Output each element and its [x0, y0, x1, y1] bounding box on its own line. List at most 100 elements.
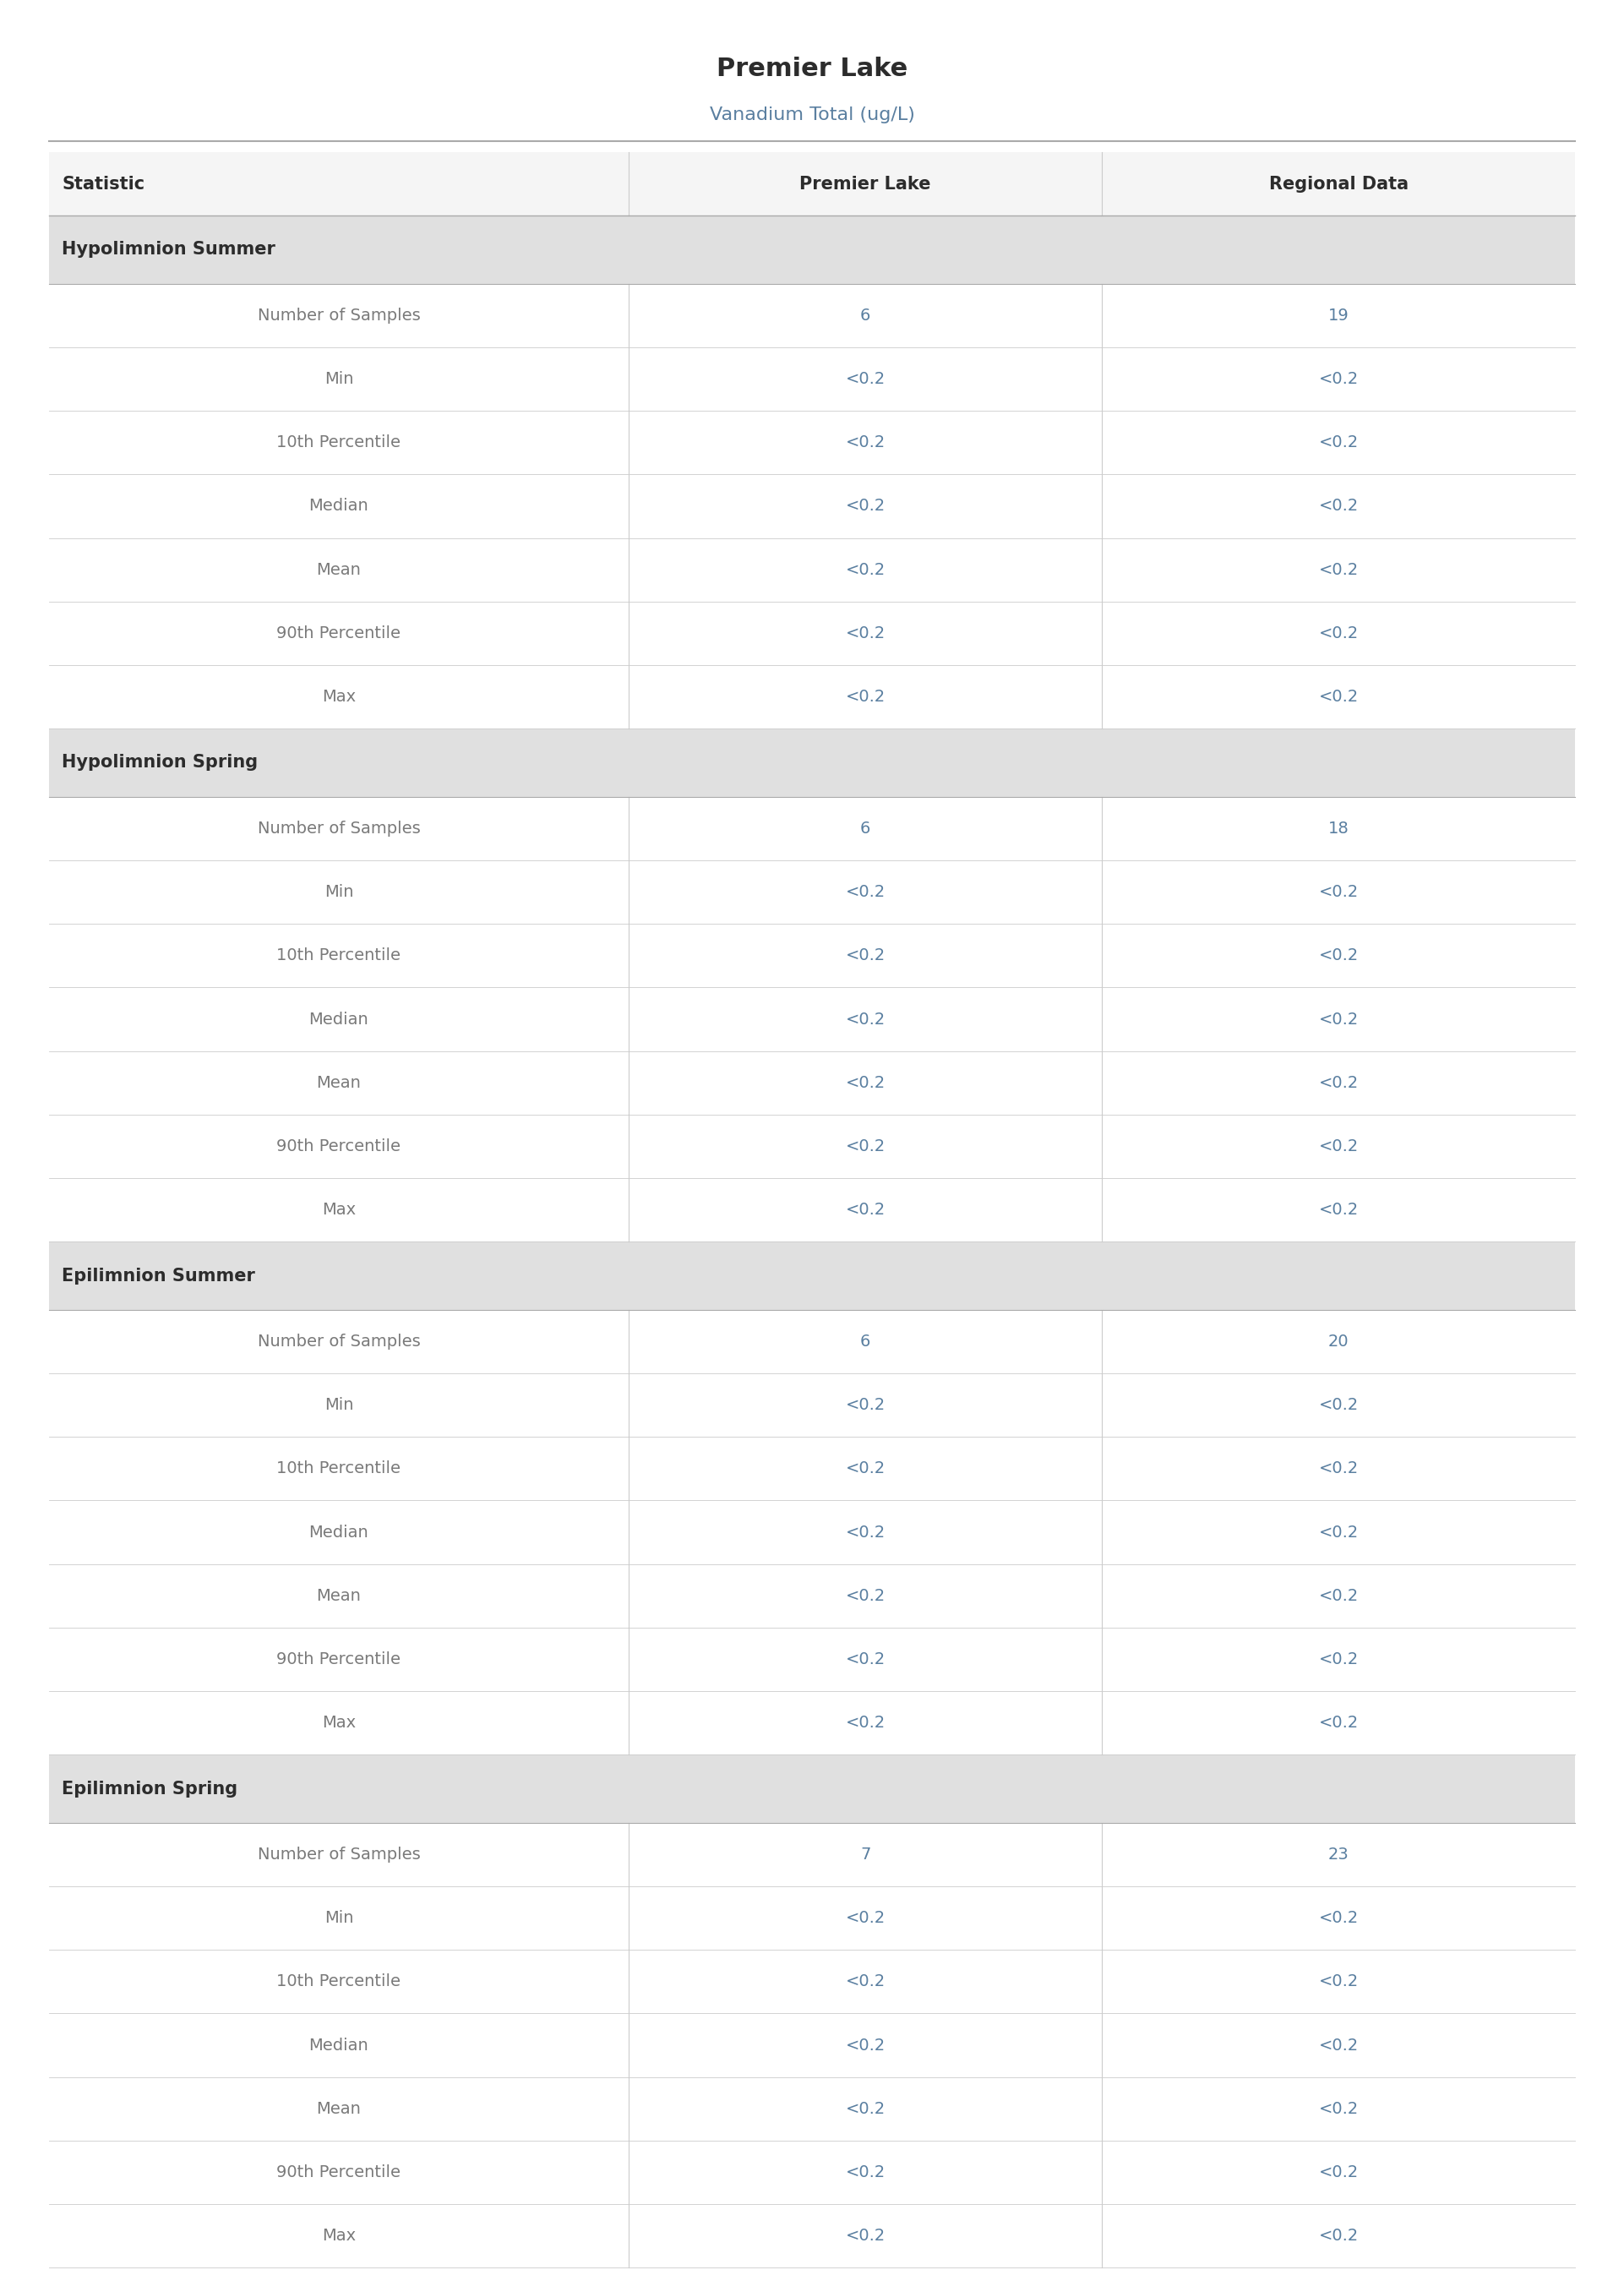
- Text: <0.2: <0.2: [846, 1074, 885, 1092]
- Bar: [49, 860, 1575, 924]
- Text: <0.2: <0.2: [1319, 1201, 1359, 1219]
- Bar: [49, 284, 1575, 347]
- Text: <0.2: <0.2: [1319, 561, 1359, 579]
- Text: Epilimnion Summer: Epilimnion Summer: [62, 1267, 255, 1285]
- Text: Max: Max: [322, 1714, 356, 1732]
- Bar: [49, 1115, 1575, 1178]
- Text: Min: Min: [325, 1909, 354, 1927]
- Bar: [49, 729, 1575, 797]
- Text: <0.2: <0.2: [1319, 2227, 1359, 2245]
- Text: <0.2: <0.2: [846, 1909, 885, 1927]
- Bar: [49, 924, 1575, 987]
- Text: <0.2: <0.2: [846, 1523, 885, 1541]
- Text: Number of Samples: Number of Samples: [257, 1846, 421, 1864]
- Text: Hypolimnion Spring: Hypolimnion Spring: [62, 754, 258, 772]
- Text: <0.2: <0.2: [846, 1201, 885, 1219]
- Text: <0.2: <0.2: [846, 947, 885, 965]
- Bar: [49, 474, 1575, 538]
- Bar: [49, 1310, 1575, 1373]
- Text: <0.2: <0.2: [846, 1010, 885, 1028]
- Text: 6: 6: [861, 1332, 870, 1351]
- Text: <0.2: <0.2: [846, 1714, 885, 1732]
- Text: Median: Median: [309, 1010, 369, 1028]
- Text: <0.2: <0.2: [1319, 883, 1359, 901]
- Text: <0.2: <0.2: [1319, 370, 1359, 388]
- Text: Max: Max: [322, 688, 356, 706]
- Text: 90th Percentile: 90th Percentile: [276, 624, 401, 642]
- Bar: [49, 152, 1575, 216]
- Text: Regional Data: Regional Data: [1268, 175, 1408, 193]
- Text: <0.2: <0.2: [1319, 1650, 1359, 1668]
- Text: Number of Samples: Number of Samples: [257, 306, 421, 325]
- Text: Epilimnion Spring: Epilimnion Spring: [62, 1780, 237, 1798]
- Text: 90th Percentile: 90th Percentile: [276, 1650, 401, 1668]
- Text: Vanadium Total (ug/L): Vanadium Total (ug/L): [710, 107, 914, 123]
- Bar: [49, 1950, 1575, 2013]
- Text: 10th Percentile: 10th Percentile: [276, 1460, 401, 1478]
- Text: 10th Percentile: 10th Percentile: [276, 434, 401, 452]
- Text: <0.2: <0.2: [1319, 1137, 1359, 1155]
- Text: Mean: Mean: [317, 2100, 361, 2118]
- Text: Premier Lake: Premier Lake: [716, 57, 908, 82]
- Text: <0.2: <0.2: [846, 883, 885, 901]
- Bar: [49, 1564, 1575, 1628]
- Text: <0.2: <0.2: [846, 497, 885, 515]
- Text: <0.2: <0.2: [846, 2227, 885, 2245]
- Text: <0.2: <0.2: [846, 1587, 885, 1605]
- Bar: [49, 1373, 1575, 1437]
- Text: <0.2: <0.2: [1319, 1010, 1359, 1028]
- Bar: [49, 987, 1575, 1051]
- Text: Mean: Mean: [317, 1074, 361, 1092]
- Text: 18: 18: [1328, 819, 1350, 838]
- Text: Max: Max: [322, 1201, 356, 1219]
- Text: <0.2: <0.2: [1319, 1587, 1359, 1605]
- Bar: [49, 1178, 1575, 1242]
- Bar: [49, 1691, 1575, 1755]
- Text: <0.2: <0.2: [1319, 1909, 1359, 1927]
- Text: <0.2: <0.2: [846, 2100, 885, 2118]
- Text: <0.2: <0.2: [846, 370, 885, 388]
- Text: <0.2: <0.2: [846, 561, 885, 579]
- Text: <0.2: <0.2: [1319, 497, 1359, 515]
- Bar: [49, 2141, 1575, 2204]
- Bar: [49, 411, 1575, 474]
- Text: <0.2: <0.2: [846, 1460, 885, 1478]
- Bar: [49, 1628, 1575, 1691]
- Text: <0.2: <0.2: [1319, 1396, 1359, 1414]
- Bar: [49, 1437, 1575, 1500]
- Text: <0.2: <0.2: [1319, 947, 1359, 965]
- Bar: [49, 2077, 1575, 2141]
- Text: <0.2: <0.2: [846, 434, 885, 452]
- Text: <0.2: <0.2: [846, 1650, 885, 1668]
- Text: <0.2: <0.2: [1319, 688, 1359, 706]
- Bar: [49, 1823, 1575, 1886]
- Text: 90th Percentile: 90th Percentile: [276, 2163, 401, 2181]
- Text: 90th Percentile: 90th Percentile: [276, 1137, 401, 1155]
- Text: <0.2: <0.2: [1319, 1523, 1359, 1541]
- Text: Max: Max: [322, 2227, 356, 2245]
- Text: <0.2: <0.2: [846, 1973, 885, 1991]
- Bar: [49, 1886, 1575, 1950]
- Text: 19: 19: [1328, 306, 1350, 325]
- Text: <0.2: <0.2: [846, 1396, 885, 1414]
- Text: <0.2: <0.2: [1319, 2100, 1359, 2118]
- Text: Hypolimnion Summer: Hypolimnion Summer: [62, 241, 276, 259]
- Bar: [49, 665, 1575, 729]
- Text: <0.2: <0.2: [1319, 1460, 1359, 1478]
- Bar: [49, 602, 1575, 665]
- Text: <0.2: <0.2: [1319, 2163, 1359, 2181]
- Text: Number of Samples: Number of Samples: [257, 819, 421, 838]
- Text: <0.2: <0.2: [1319, 624, 1359, 642]
- Text: <0.2: <0.2: [846, 624, 885, 642]
- Text: <0.2: <0.2: [1319, 1714, 1359, 1732]
- Bar: [49, 2013, 1575, 2077]
- Text: Number of Samples: Number of Samples: [257, 1332, 421, 1351]
- Text: <0.2: <0.2: [846, 2163, 885, 2181]
- Text: Min: Min: [325, 370, 354, 388]
- Text: <0.2: <0.2: [1319, 1973, 1359, 1991]
- Text: Mean: Mean: [317, 561, 361, 579]
- Text: Statistic: Statistic: [62, 175, 145, 193]
- Text: Min: Min: [325, 1396, 354, 1414]
- Text: 10th Percentile: 10th Percentile: [276, 1973, 401, 1991]
- Text: 20: 20: [1328, 1332, 1350, 1351]
